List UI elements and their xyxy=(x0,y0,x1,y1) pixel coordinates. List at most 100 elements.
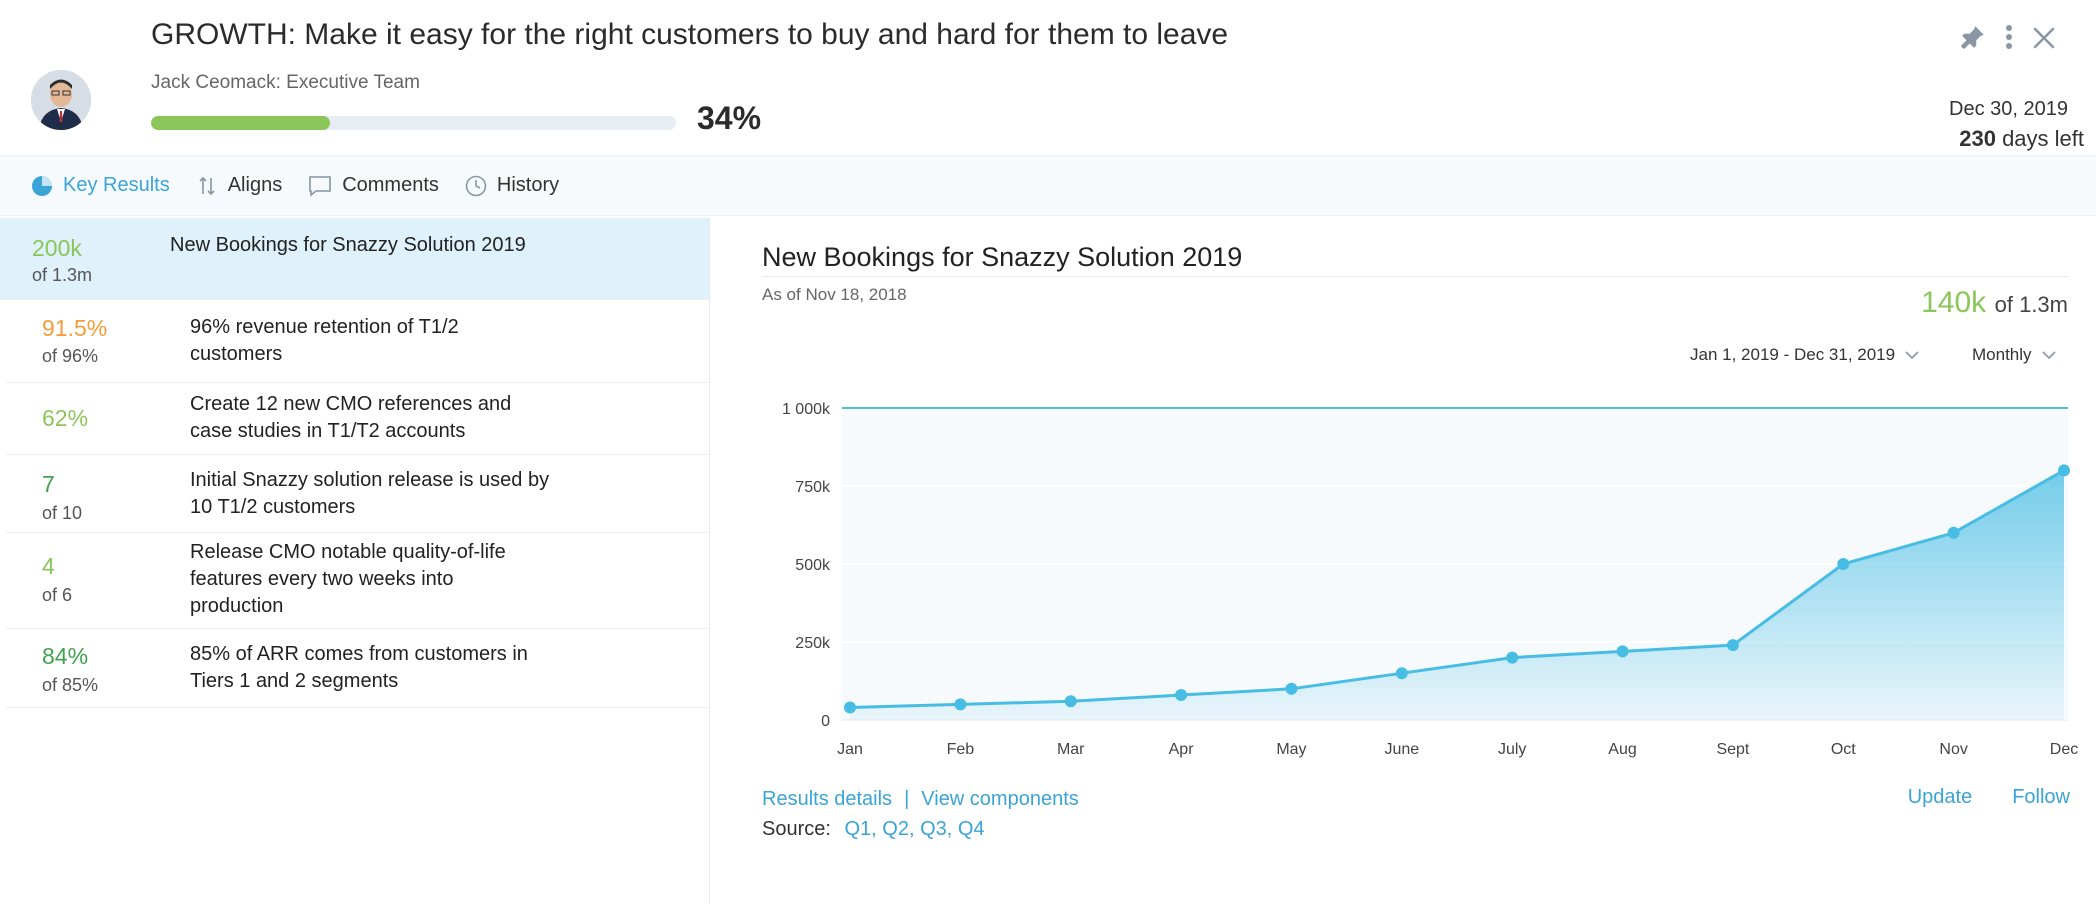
link-separator: | xyxy=(904,788,910,810)
tab-label: Aligns xyxy=(227,174,283,196)
detail-title: New Bookings for Snazzy Solution 2019 xyxy=(762,242,1243,272)
kr-value: 91.5% xyxy=(42,315,108,341)
tab-key-results[interactable]: Key Results xyxy=(31,174,170,197)
period-value: Monthly xyxy=(1972,345,2032,364)
date-range-dropdown[interactable]: Jan 1, 2019 - Dec 31, 2019 xyxy=(1690,345,1919,365)
progress-bar xyxy=(151,116,676,130)
follow-button[interactable]: Follow xyxy=(2012,786,2070,808)
x-tick-label: Sept xyxy=(1716,741,1749,758)
as-of-date: As of Nov 18, 2018 xyxy=(762,285,907,304)
key-result-item[interactable]: 200k of 1.3m New Bookings for Snazzy Sol… xyxy=(0,218,709,300)
x-tick-label: Aug xyxy=(1608,741,1636,758)
tab-bar: Key Results Aligns Comments History xyxy=(0,156,2096,216)
key-result-item[interactable]: 4 of 6 Release CMO notable quality-of-li… xyxy=(6,533,709,629)
divider xyxy=(762,276,2068,277)
results-details-link[interactable]: Results details xyxy=(762,788,893,810)
data-point xyxy=(1726,639,1739,652)
kr-name: Initial Snazzy solution release is used … xyxy=(190,469,550,518)
kr-name: New Bookings for Snazzy Solution 2019 xyxy=(170,234,526,256)
tab-label: History xyxy=(496,174,560,196)
kr-target: of 10 xyxy=(42,503,83,523)
data-point xyxy=(1395,667,1408,680)
tab-label: Comments xyxy=(342,174,439,196)
tab-comments[interactable]: Comments xyxy=(308,174,439,197)
pie-chart-icon xyxy=(32,175,52,196)
okr-header: GROWTH: Make it easy for the right custo… xyxy=(0,0,2096,156)
close-icon[interactable] xyxy=(2032,25,2056,57)
x-tick-label: Oct xyxy=(1831,741,1856,758)
y-tick-label: 750k xyxy=(795,479,831,496)
kr-value: 200k xyxy=(32,235,82,261)
clock-icon xyxy=(465,175,487,196)
kr-name: 96% revenue retention of T1/2 customers xyxy=(190,316,459,365)
key-results-list: 200k of 1.3m New Bookings for Snazzy Sol… xyxy=(0,218,710,904)
arrows-updown-icon xyxy=(199,176,215,195)
kr-name: Create 12 new CMO references and case st… xyxy=(190,393,512,442)
data-point xyxy=(2058,464,2070,477)
date-range-value: Jan 1, 2019 - Dec 31, 2019 xyxy=(1690,345,1896,364)
key-result-item[interactable]: 91.5% of 96% 96% revenue retention of T1… xyxy=(6,300,709,383)
x-tick-label: Apr xyxy=(1169,741,1195,758)
due-date: Dec 30, 2019 xyxy=(1949,98,2068,120)
detail-links: Results details | View components xyxy=(762,788,1079,811)
tab-history[interactable]: History xyxy=(465,174,559,197)
x-tick-label: July xyxy=(1498,741,1526,758)
y-tick-label: 250k xyxy=(795,635,831,652)
chevron-down-icon xyxy=(2041,351,2056,360)
kr-target: of 6 xyxy=(42,585,73,605)
view-components-link[interactable]: View components xyxy=(921,788,1079,810)
kr-name: Release CMO notable quality-of-life feat… xyxy=(190,541,506,617)
kr-target: of 96% xyxy=(42,346,99,366)
data-point xyxy=(1064,695,1077,708)
data-point xyxy=(844,701,856,714)
pin-icon[interactable] xyxy=(1960,24,1986,57)
source-label: Source: xyxy=(762,818,831,840)
tab-aligns[interactable]: Aligns xyxy=(196,174,282,197)
key-result-item[interactable]: 7 of 10 Initial Snazzy solution release … xyxy=(6,455,709,533)
objective-title: GROWTH: Make it easy for the right custo… xyxy=(151,18,1229,51)
x-tick-label: June xyxy=(1384,741,1419,758)
series-line xyxy=(849,469,2065,710)
detail-actions: Update Follow xyxy=(1908,786,2070,809)
kr-target: of 85% xyxy=(42,675,99,695)
update-button[interactable]: Update xyxy=(1907,786,1973,808)
progress-bar-fill xyxy=(151,116,330,130)
data-point xyxy=(1285,682,1298,695)
x-tick-label: Mar xyxy=(1057,741,1085,758)
x-tick-label: Nov xyxy=(1939,741,1967,758)
key-result-item[interactable]: 62% Create 12 new CMO references and cas… xyxy=(6,383,709,455)
source-line: Source: Q1, Q2, Q3, Q4 xyxy=(762,818,985,841)
days-left: 230 days left xyxy=(1959,126,2084,152)
tab-label: Key Results xyxy=(63,174,170,196)
x-tick-label: Jan xyxy=(837,741,863,758)
chevron-down-icon xyxy=(1905,351,1919,360)
y-tick-label: 0 xyxy=(821,713,830,730)
y-tick-label: 500k xyxy=(795,557,831,574)
y-tick-label: 1 000k xyxy=(782,401,831,418)
current-value-target: of 1.3m xyxy=(1994,292,2068,317)
header-actions xyxy=(1960,24,2056,57)
kr-value: 4 xyxy=(42,553,55,579)
data-point xyxy=(1175,689,1188,702)
bookings-chart: 0 250k 500k 750k 1 000k Jan Feb Mar Apr May June Ju… xyxy=(782,401,2078,758)
source-quarters-link[interactable]: Q1, Q2, Q3, Q4 xyxy=(844,818,985,840)
kr-name: 85% of ARR comes from customers in Tiers… xyxy=(190,643,528,692)
x-tick-label: Feb xyxy=(947,741,975,758)
objective-owner[interactable]: Jack Ceomack: Executive Team xyxy=(151,72,420,93)
series-area xyxy=(850,470,2064,720)
avatar[interactable] xyxy=(31,70,91,130)
more-vertical-icon[interactable] xyxy=(2004,24,2014,57)
x-tick-label: May xyxy=(1276,741,1306,758)
progress-percent: 34% xyxy=(697,100,762,136)
data-point xyxy=(1506,651,1519,664)
days-left-count: 230 xyxy=(1959,126,1996,151)
days-left-suffix: days left xyxy=(1995,126,2084,151)
data-point xyxy=(1616,645,1629,658)
data-point xyxy=(1947,526,1960,539)
data-point xyxy=(1837,558,1850,570)
period-dropdown[interactable]: Monthly xyxy=(1972,345,2056,365)
key-result-item[interactable]: 84% of 85% 85% of ARR comes from custome… xyxy=(6,629,709,708)
data-point xyxy=(954,698,967,711)
kr-target: of 1.3m xyxy=(32,265,93,285)
current-value-number: 140k xyxy=(1921,286,1987,319)
